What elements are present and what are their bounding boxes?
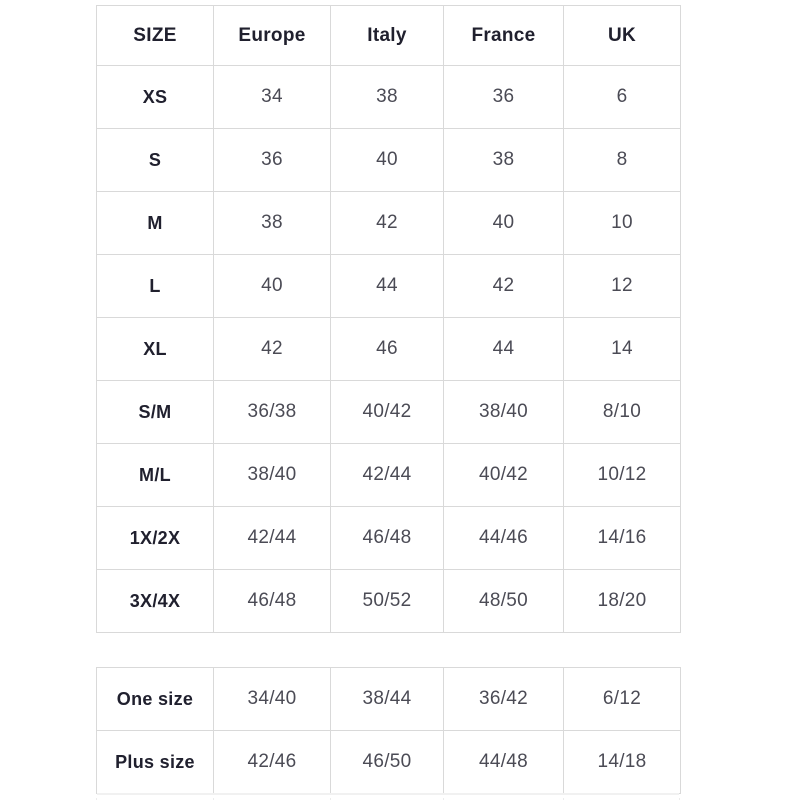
table-row: M 38 42 40 10 bbox=[96, 191, 681, 255]
value-cell: 42/44 bbox=[330, 443, 444, 507]
value-cell: 44 bbox=[443, 317, 564, 381]
size-label-cell: M/L bbox=[96, 443, 214, 507]
value-cell: 10 bbox=[563, 191, 681, 255]
size-label-cell: L bbox=[96, 254, 214, 318]
header-cell-italy: Italy bbox=[330, 5, 444, 66]
size-label-cell: S/M bbox=[96, 380, 214, 444]
value-cell: 40/42 bbox=[330, 380, 444, 444]
value-cell: 46/48 bbox=[330, 506, 444, 570]
value-cell: 42/44 bbox=[213, 506, 331, 570]
table-row: XL 42 46 44 14 bbox=[96, 317, 681, 381]
value-cell: 38 bbox=[443, 128, 564, 192]
value-cell: 40 bbox=[330, 128, 444, 192]
value-cell: 34 bbox=[213, 65, 331, 129]
value-cell: 48/50 bbox=[443, 569, 564, 633]
size-label-cell: 1X/2X bbox=[96, 506, 214, 570]
size-label-cell: One size bbox=[96, 667, 214, 731]
table-row: L 40 44 42 12 bbox=[96, 254, 681, 318]
size-label-cell: 3X/4X bbox=[96, 569, 214, 633]
value-cell: 44/48 bbox=[443, 730, 564, 794]
value-cell: 38/44 bbox=[330, 667, 444, 731]
value-cell: 46 bbox=[330, 317, 444, 381]
value-cell: 38/40 bbox=[443, 380, 564, 444]
table-row: XS 34 38 36 6 bbox=[96, 65, 681, 129]
value-cell: 36 bbox=[443, 65, 564, 129]
value-cell: 40/42 bbox=[443, 443, 564, 507]
table-body: One size 34/40 38/44 36/42 6/12 Plus size 42/4… bbox=[96, 667, 681, 794]
value-cell: 14/18 bbox=[563, 730, 681, 794]
table-row: 3X/4X 46/48 50/52 48/50 18/20 bbox=[96, 569, 681, 633]
value-cell: 38/40 bbox=[213, 443, 331, 507]
cutoff-next-table-hint bbox=[96, 798, 680, 800]
table-row: S 36 40 38 8 bbox=[96, 128, 681, 192]
value-cell: 14/16 bbox=[563, 506, 681, 570]
value-cell: 36/42 bbox=[443, 667, 564, 731]
value-cell: 6 bbox=[563, 65, 681, 129]
size-label-cell: M bbox=[96, 191, 214, 255]
value-cell: 44 bbox=[330, 254, 444, 318]
size-conversion-table: SIZE Europe Italy France UK XS 34 38 36 6 S 36… bbox=[96, 5, 681, 633]
value-cell: 40 bbox=[443, 191, 564, 255]
value-cell: 42 bbox=[330, 191, 444, 255]
value-cell: 42 bbox=[443, 254, 564, 318]
special-sizes-table-container: One size 34/40 38/44 36/42 6/12 Plus size 42/4… bbox=[96, 667, 681, 794]
header-cell-europe: Europe bbox=[213, 5, 331, 66]
table-row: 1X/2X 42/44 46/48 44/46 14/16 bbox=[96, 506, 681, 570]
table-body: XS 34 38 36 6 S 36 40 38 8 M 38 42 40 10 L 40 44 42 12 XL 42 4… bbox=[96, 65, 681, 633]
value-cell: 46/48 bbox=[213, 569, 331, 633]
table-row: M/L 38/40 42/44 40/42 10/12 bbox=[96, 443, 681, 507]
size-label-cell: Plus size bbox=[96, 730, 214, 794]
value-cell: 18/20 bbox=[563, 569, 681, 633]
value-cell: 36 bbox=[213, 128, 331, 192]
value-cell: 44/46 bbox=[443, 506, 564, 570]
value-cell: 46/50 bbox=[330, 730, 444, 794]
size-label-cell: XS bbox=[96, 65, 214, 129]
value-cell: 12 bbox=[563, 254, 681, 318]
table-header: SIZE Europe Italy France UK bbox=[96, 5, 681, 66]
special-sizes-table: One size 34/40 38/44 36/42 6/12 Plus size 42/4… bbox=[96, 667, 681, 794]
value-cell: 8 bbox=[563, 128, 681, 192]
value-cell: 42/46 bbox=[213, 730, 331, 794]
value-cell: 10/12 bbox=[563, 443, 681, 507]
table-bottom-shadow bbox=[97, 793, 679, 795]
header-cell-uk: UK bbox=[563, 5, 681, 66]
value-cell: 40 bbox=[213, 254, 331, 318]
value-cell: 42 bbox=[213, 317, 331, 381]
value-cell: 8/10 bbox=[563, 380, 681, 444]
value-cell: 6/12 bbox=[563, 667, 681, 731]
table-row: One size 34/40 38/44 36/42 6/12 bbox=[96, 667, 681, 731]
header-cell-france: France bbox=[443, 5, 564, 66]
header-cell-size: SIZE bbox=[96, 5, 214, 66]
value-cell: 38 bbox=[330, 65, 444, 129]
size-label-cell: S bbox=[96, 128, 214, 192]
table-row: Plus size 42/46 46/50 44/48 14/18 bbox=[96, 730, 681, 794]
value-cell: 36/38 bbox=[213, 380, 331, 444]
value-cell: 50/52 bbox=[330, 569, 444, 633]
size-conversion-table-container: SIZE Europe Italy France UK XS 34 38 36 6 S 36… bbox=[96, 5, 681, 633]
value-cell: 38 bbox=[213, 191, 331, 255]
value-cell: 14 bbox=[563, 317, 681, 381]
table-row: S/M 36/38 40/42 38/40 8/10 bbox=[96, 380, 681, 444]
value-cell: 34/40 bbox=[213, 667, 331, 731]
header-row: SIZE Europe Italy France UK bbox=[96, 5, 681, 66]
size-label-cell: XL bbox=[96, 317, 214, 381]
